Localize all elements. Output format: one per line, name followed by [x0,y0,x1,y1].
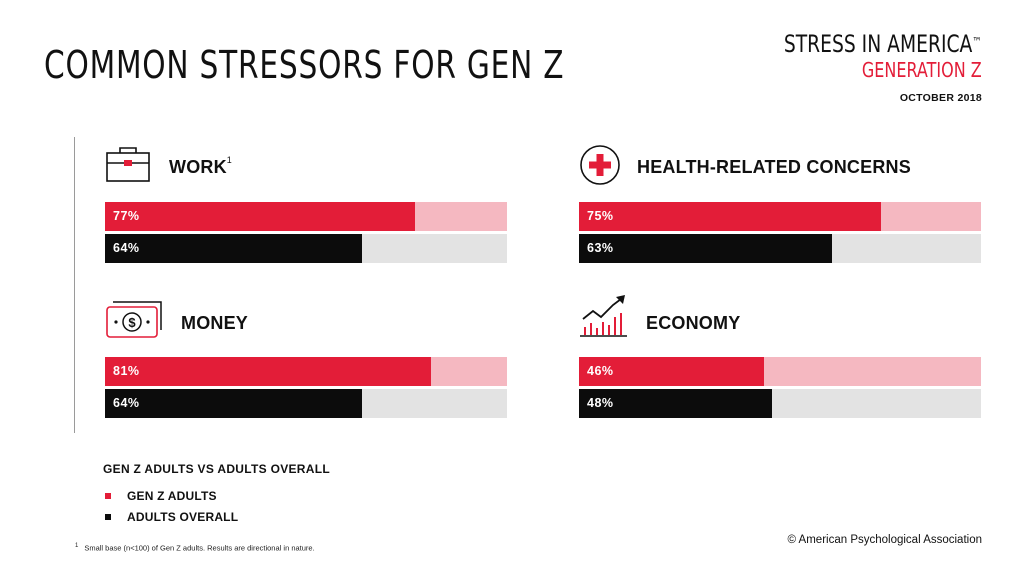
legend-swatch-genz [105,493,111,499]
panel-work: WORK1 77% 64% [105,144,507,263]
panel-economy-header: ECONOMY [579,295,981,349]
bar-label-overall-money: 64% [113,396,140,410]
bar-track-overall: 64% [105,234,507,263]
bar-track-genz: 75% [579,202,981,231]
panel-economy-label: ECONOMY [646,313,741,333]
report-date: OCTOBER 2018 [899,92,982,104]
bar-overall-money [105,389,363,418]
panel-health-header: HEALTH-RELATED CONCERNS [579,144,981,194]
bar-overall-work [105,234,363,263]
bar-genz-money [105,357,431,386]
bar-track-overall: 48% [579,389,981,418]
bar-genz-health [579,202,881,231]
bar-track-overall: 63% [579,234,981,263]
bar-track-overall: 64% [105,389,507,418]
panel-work-header: WORK1 [105,144,507,194]
panel-work-label: WORK1 [169,155,233,177]
briefcase-icon [106,147,150,182]
panel-economy: ECONOMY 46% 48% [579,295,981,418]
bar-overall-economy [579,389,772,418]
brand-title: STRESS IN AMERICA™ [784,30,982,58]
legend-swatch-overall [105,514,111,520]
bar-genz-economy [579,357,764,386]
bar-label-genz-health: 75% [587,209,614,223]
legend-item-overall: ADULTS OVERALL [103,509,330,526]
legend-item-genz: GEN Z ADULTS [103,488,330,505]
footnote-number: 1 [75,543,79,549]
trademark-mark: ™ [972,35,982,49]
bar-overall-health [579,234,833,263]
page-title: COMMON STRESSORS FOR GEN Z [44,43,565,87]
bar-label-genz-work: 77% [113,209,140,223]
money-bill-icon: $ [106,301,162,338]
panel-health: HEALTH-RELATED CONCERNS 75% 63% [579,144,981,263]
legend: GEN Z ADULTS VS ADULTS OVERALL GEN Z ADU… [103,462,330,526]
medical-cross-icon [580,145,620,185]
bar-genz-work [105,202,415,231]
legend-label-overall: ADULTS OVERALL [127,510,239,524]
legend-title: GEN Z ADULTS VS ADULTS OVERALL [103,462,330,476]
bar-label-overall-economy: 48% [587,396,614,410]
footnote: 1 Small base (n<100) of Gen Z adults. Res… [75,543,315,553]
brand-subtitle: GENERATION Z [862,58,982,82]
panel-money: $ MONEY 81% 64% [105,299,507,418]
svg-text:$: $ [128,315,136,330]
copyright: © American Psychological Association [787,534,982,546]
bar-track-genz: 46% [579,357,981,386]
footnote-mark: 1 [226,155,233,165]
brand-block: STRESS IN AMERICA™ GENERATION Z OCTOBER … [728,30,982,104]
panel-money-label: MONEY [181,313,249,333]
bar-label-overall-work: 64% [113,241,140,255]
bar-label-genz-economy: 46% [587,364,614,378]
vertical-divider [74,137,75,433]
footnote-text: Small base (n<100) of Gen Z adults. Resu… [84,543,315,553]
rising-chart-icon [580,295,627,337]
bar-track-genz: 81% [105,357,507,386]
panel-money-header: $ MONEY [105,299,507,349]
bar-track-genz: 77% [105,202,507,231]
bar-label-genz-money: 81% [113,364,140,378]
panel-health-label: HEALTH-RELATED CONCERNS [637,157,911,177]
bar-label-overall-health: 63% [587,241,614,255]
legend-label-genz: GEN Z ADULTS [127,489,217,503]
